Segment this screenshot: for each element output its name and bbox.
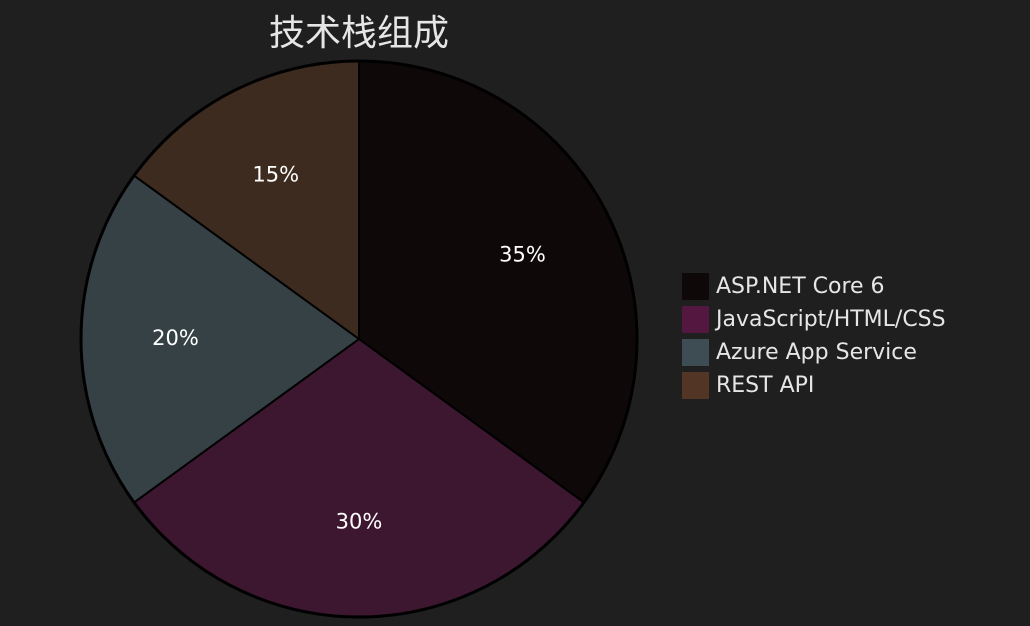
legend-item: REST API (682, 369, 946, 402)
slice-value-label: 35% (499, 243, 546, 267)
slice-value-label: 20% (152, 326, 199, 350)
legend-item: Azure App Service (682, 336, 946, 369)
legend-item: ASP.NET Core 6 (682, 270, 946, 303)
legend-label: JavaScript/HTML/CSS (716, 307, 946, 332)
legend: ASP.NET Core 6 JavaScript/HTML/CSS Azure A… (682, 270, 946, 402)
legend-swatch (682, 306, 709, 333)
legend-label: ASP.NET Core 6 (716, 274, 885, 299)
slice-value-label: 30% (336, 510, 383, 534)
slice-value-label: 15% (252, 163, 299, 187)
legend-label: Azure App Service (716, 340, 917, 365)
legend-item: JavaScript/HTML/CSS (682, 303, 946, 336)
legend-swatch (682, 339, 709, 366)
legend-swatch (682, 273, 709, 300)
legend-label: REST API (716, 373, 815, 398)
chart-title: 技术栈组成 (268, 13, 450, 54)
legend-swatch (682, 372, 709, 399)
